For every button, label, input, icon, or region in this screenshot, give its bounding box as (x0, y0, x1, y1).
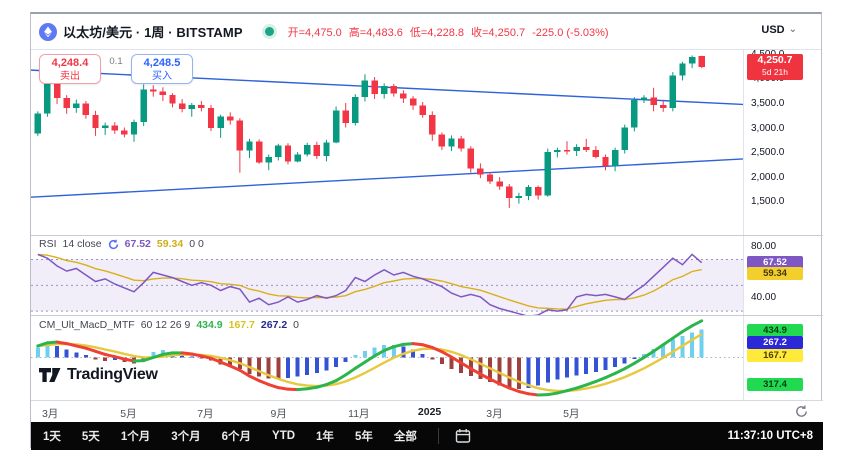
trendline[interactable] (31, 158, 743, 198)
rsi-params: 14 close (62, 238, 102, 250)
time-axis-label: 9月 (270, 408, 287, 420)
tradingview-logo[interactable]: TradingView (39, 366, 158, 384)
time-axis-label: 5月 (563, 408, 580, 420)
range-button-5y[interactable]: 5年 (354, 431, 373, 443)
rsi-ma-value: 59.34 (156, 238, 184, 250)
time-axis[interactable]: 3月 5月 7月 9月 11月 2025 3月 5月 (31, 400, 823, 422)
axis-label: 2,500.0 (751, 147, 785, 159)
time-axis-label: 3月 (486, 408, 503, 420)
reset-view-icon[interactable] (794, 404, 809, 419)
tradingview-logo-icon (39, 368, 61, 382)
toolbar-divider (437, 428, 439, 444)
buy-button[interactable]: 4,248.5 买入 (131, 54, 193, 84)
calendar-icon[interactable] (455, 428, 471, 444)
axis-price-badge: 67.52 (747, 256, 803, 270)
symbol-title[interactable]: 以太坊/美元 · 1周 · BITSTAMP (63, 25, 243, 40)
sell-button[interactable]: 4,248.4 卖出 (39, 54, 101, 84)
ohlc-high: 高=4,483.6 (348, 26, 403, 39)
time-axis-year-label: 2025 (417, 406, 442, 418)
macd-value-4: 0 (293, 319, 300, 331)
clock-display: 11:37:10 UTC+8 (727, 430, 813, 442)
ohlc-low: 低=4,228.8 (409, 26, 464, 39)
macd-value-3: 267.2 (260, 319, 288, 331)
macd-title[interactable]: CM_Ult_MacD_MTF (39, 319, 135, 331)
axis-price-badge: 267.2 (747, 336, 803, 350)
time-axis-label: 11月 (348, 408, 370, 420)
rsi-header: RSI 14 close 67.52 59.34 0 0 (39, 238, 204, 250)
market-status-dot (264, 27, 274, 36)
rsi-ma-line (37, 253, 702, 310)
rsi-pane-svg[interactable] (31, 235, 743, 315)
chart-header: 以太坊/美元 · 1周 · BITSTAMP 开=4,475.0 高=4,483.… (31, 14, 821, 50)
spread-value: 0.1 (101, 56, 131, 67)
macd-histogram (35, 329, 704, 389)
range-button-3m[interactable]: 3个月 (171, 431, 201, 443)
range-button-all[interactable]: 全部 (393, 431, 417, 443)
buy-price: 4,248.5 (143, 57, 181, 69)
macd-value-1: 434.9 (196, 319, 223, 331)
price-axis[interactable]: 4,500.04,000.03,500.03,000.02,500.02,000… (743, 49, 822, 400)
order-buttons: 4,248.4 卖出 0.1 4,248.5 买入 (39, 54, 193, 84)
chart-plot-area[interactable] (31, 50, 743, 400)
chevron-down-icon: ⌄ (788, 24, 797, 35)
axis-label: 1,500.0 (751, 196, 785, 208)
ohlc-legend: 开=4,475.0 高=4,483.6 低=4,228.8 收=4,250.7 -225… (288, 24, 616, 40)
pane-separator[interactable] (31, 315, 823, 316)
macd-value-2: 167.7 (228, 319, 255, 331)
axis-price-badge: 167.7 (747, 348, 803, 362)
rsi-title[interactable]: RSI (39, 238, 57, 250)
price-axis-currency[interactable]: USD ⌄ (761, 24, 797, 36)
axis-label: 3,000.0 (751, 122, 785, 134)
axis-price-badge: 434.9 (747, 323, 803, 337)
axis-label: 2,000.0 (751, 171, 785, 183)
axis-label: 3,500.0 (751, 97, 785, 109)
time-axis-label: 5月 (120, 408, 137, 420)
range-button-ytd[interactable]: YTD (272, 430, 296, 442)
buy-label: 买入 (152, 71, 172, 82)
range-button-5d[interactable]: 5天 (81, 431, 100, 443)
range-button-1y[interactable]: 1年 (316, 431, 334, 443)
ohlc-change: -225.0 (-5.03%) (532, 26, 609, 39)
macd-params: 60 12 26 9 (140, 319, 191, 331)
axis-price-badge: 59.34 (747, 266, 803, 280)
time-axis-label: 3月 (41, 408, 59, 420)
rsi-line (37, 253, 703, 315)
currency-label: USD (761, 24, 785, 36)
ohlc-close: 收=4,250.7 (471, 26, 526, 39)
sell-label: 卖出 (60, 71, 80, 82)
loading-spinner-icon (108, 239, 118, 249)
macd-signal-line (37, 333, 703, 393)
axis-price-badge: 317.4 (747, 378, 803, 392)
ohlc-open: 开=4,475.0 (287, 26, 342, 39)
pane-separator[interactable] (31, 235, 823, 236)
bottom-toolbar: 1天 5天 1个月 3个月 6个月 YTD 1年 5年 全部 11:37:10 … (31, 422, 823, 450)
rsi-value: 67.52 (124, 238, 151, 250)
axis-label: 80.00 (751, 240, 777, 252)
main-pane-svg[interactable] (31, 50, 743, 235)
axis-price-badge: 4,250.7 5d 21h (747, 54, 803, 81)
range-button-1m[interactable]: 1个月 (120, 431, 151, 443)
axis-label: 40.00 (751, 292, 777, 304)
range-button-6m[interactable]: 6个月 (221, 431, 252, 443)
macd-header: CM_Ult_MacD_MTF 60 12 26 9 434.9 167.7 2… (39, 319, 299, 331)
tradingview-logo-text: TradingView (67, 366, 158, 383)
macd-pane-svg[interactable] (31, 315, 743, 400)
sell-price: 4,248.4 (51, 57, 89, 69)
candles (34, 55, 705, 209)
ethereum-icon (39, 22, 57, 41)
rsi-extra: 0 0 (189, 238, 204, 250)
tradingview-chart-widget: 以太坊/美元 · 1周 · BITSTAMP 开=4,475.0 高=4,483.… (30, 12, 823, 450)
range-button-1d[interactable]: 1天 (43, 431, 61, 443)
time-axis-label: 7月 (197, 408, 214, 420)
macd-line (36, 319, 704, 397)
